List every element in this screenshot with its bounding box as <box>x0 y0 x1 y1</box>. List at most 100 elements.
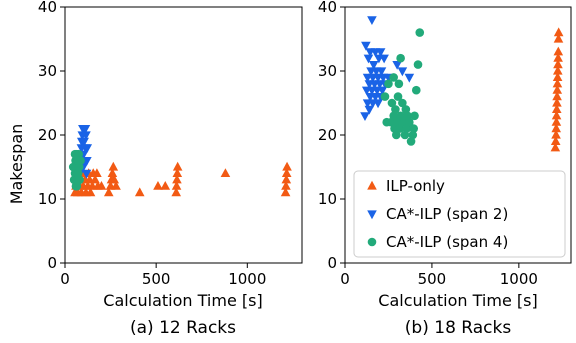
data-point <box>552 85 563 94</box>
data-point <box>552 97 562 107</box>
data-point <box>85 187 96 197</box>
y-ticks: 0 10 20 30 40 <box>318 0 345 272</box>
data-point <box>552 91 562 101</box>
data-point <box>376 67 387 77</box>
data-point <box>72 181 82 191</box>
data-point <box>408 130 418 140</box>
data-point <box>282 161 292 171</box>
data-point <box>171 181 182 190</box>
data-point <box>553 33 564 43</box>
data-point <box>396 53 405 63</box>
plot-marks <box>360 16 564 152</box>
legend-marker <box>367 237 377 247</box>
data-point <box>552 65 563 75</box>
data-point <box>393 92 403 101</box>
data-point <box>410 111 419 121</box>
data-point <box>404 73 415 83</box>
y-tick-label: 10 <box>38 190 57 208</box>
legend-label: ILP-only <box>386 177 445 195</box>
panel-caption: (a) 12 Racks <box>130 318 236 338</box>
data-point <box>109 174 120 184</box>
data-point <box>550 142 561 152</box>
data-point <box>553 27 564 37</box>
legend-marker <box>367 210 377 220</box>
data-point <box>160 181 171 190</box>
x-tick-label: 1000 <box>228 270 266 288</box>
data-point <box>379 54 389 64</box>
x-tick-label: 500 <box>142 270 171 288</box>
data-point <box>81 131 91 141</box>
data-point <box>550 136 561 145</box>
data-point <box>96 181 107 190</box>
y-tick-label: 10 <box>318 190 337 208</box>
data-point <box>405 117 414 127</box>
data-point <box>394 79 404 89</box>
data-point <box>411 85 421 95</box>
data-point <box>553 53 563 62</box>
data-point <box>363 54 374 64</box>
legend-label: CA*-ILP (span 2) <box>386 205 508 223</box>
data-point <box>81 169 92 179</box>
panel-12-racks: Makespan 0 500 1000 0 10 20 30 40 Calculation … <box>7 0 303 338</box>
data-point <box>375 48 386 57</box>
data-point <box>134 187 145 197</box>
y-tick-label: 20 <box>38 126 57 144</box>
data-point <box>108 161 119 171</box>
x-axis-label: Calculation Time [s] <box>103 291 262 310</box>
data-point <box>553 46 564 56</box>
y-tick-label: 30 <box>318 62 337 80</box>
x-tick-label: 500 <box>418 270 447 288</box>
data-point <box>552 72 563 81</box>
data-point <box>398 98 407 108</box>
data-point <box>553 59 563 69</box>
x-ticks: 0 500 1000 <box>60 263 266 288</box>
data-point <box>107 168 118 177</box>
x-tick-label: 1000 <box>500 270 538 288</box>
data-point <box>387 98 397 108</box>
data-point <box>74 162 84 172</box>
data-point <box>172 161 183 171</box>
data-point <box>103 187 114 197</box>
data-point <box>70 149 80 159</box>
y-tick-label: 0 <box>327 254 337 272</box>
data-point <box>395 124 405 133</box>
data-point <box>409 124 418 133</box>
data-point <box>397 67 408 77</box>
data-point <box>551 104 562 113</box>
legend-label: CA*-ILP (span 4) <box>386 233 508 251</box>
data-point <box>368 61 379 70</box>
data-point <box>73 169 83 178</box>
y-tick-label: 40 <box>38 0 57 16</box>
data-point <box>389 73 398 82</box>
data-point <box>90 174 100 184</box>
legend-frame <box>353 170 566 258</box>
x-axis-label: Calculation Time [s] <box>378 291 537 310</box>
plot-marks <box>68 125 292 197</box>
x-ticks: 0 500 1000 <box>340 263 538 288</box>
y-tick-label: 0 <box>47 254 57 272</box>
data-point <box>415 28 425 37</box>
data-point <box>551 123 562 133</box>
data-point <box>382 117 392 127</box>
data-point <box>391 105 400 114</box>
data-point <box>281 168 292 177</box>
data-point <box>82 144 93 153</box>
data-point <box>413 60 423 69</box>
x-tick-label: 0 <box>60 270 70 288</box>
data-point <box>220 168 231 177</box>
data-point <box>380 92 390 101</box>
legend-marker <box>367 180 377 190</box>
x-tick-label: 0 <box>340 270 350 288</box>
data-point <box>79 137 89 147</box>
plot-frame <box>64 6 303 264</box>
data-point <box>396 111 405 121</box>
data-point <box>373 99 383 109</box>
data-point <box>281 181 291 190</box>
data-point <box>367 16 377 25</box>
y-tick-label: 40 <box>318 0 337 16</box>
y-ticks: 0 10 20 30 40 <box>38 0 65 272</box>
data-point <box>551 110 562 120</box>
data-point <box>153 181 163 190</box>
data-point <box>364 105 375 115</box>
